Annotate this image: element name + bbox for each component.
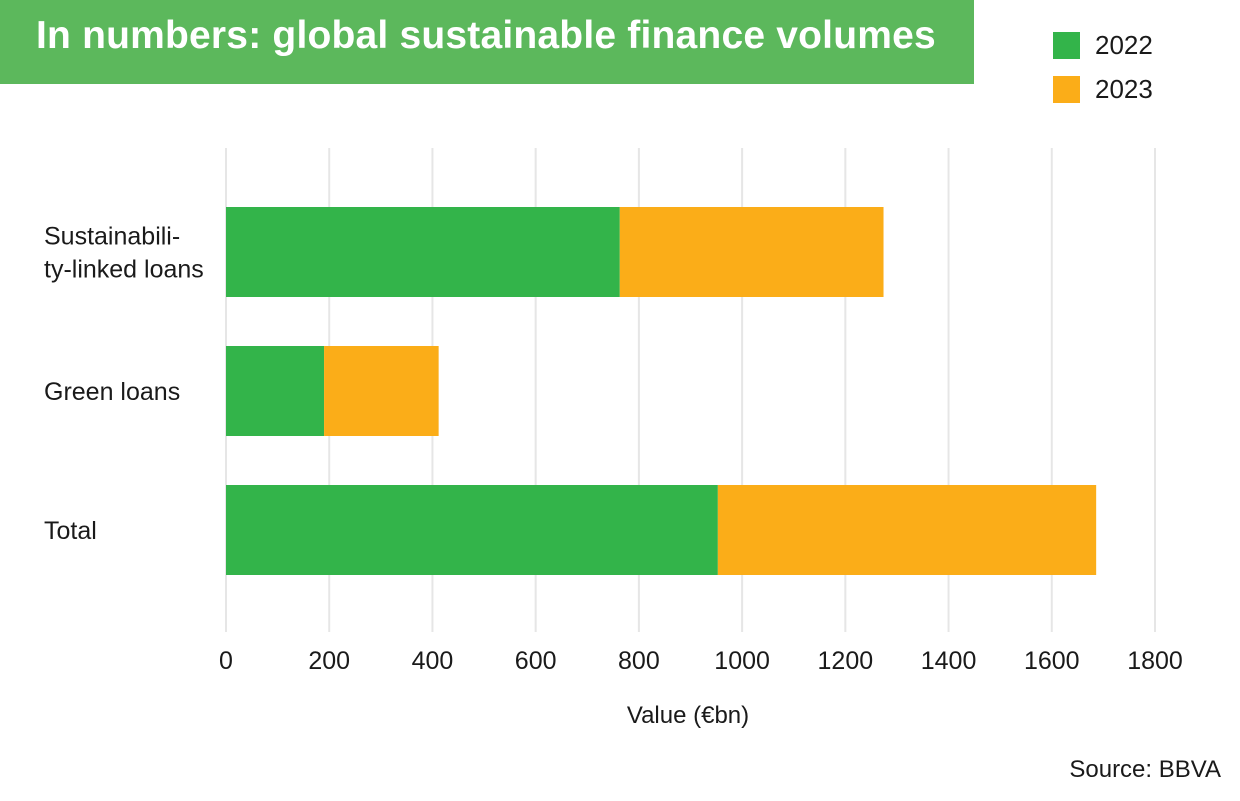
x-tick-label-1200: 1200 — [818, 647, 874, 675]
x-tick-labels: 0 200 400 600 800 1000 1200 1400 1600 1800 — [219, 647, 1183, 675]
x-tick-label-400: 400 — [412, 647, 454, 675]
legend-swatch-2023 — [1053, 75, 1080, 103]
category-label-2: Total — [44, 517, 97, 545]
legend-swatch-2022 — [1053, 31, 1080, 59]
x-tick-label-1400: 1400 — [921, 647, 977, 675]
bars — [226, 207, 1097, 575]
bar-2023-2 — [717, 485, 1097, 575]
title-banner: In numbers: global sustainable finance v… — [0, 0, 974, 84]
category-label-1: Green loans — [44, 378, 180, 406]
x-axis-title: Value (€bn) — [627, 702, 749, 729]
x-tick-label-0: 0 — [219, 647, 233, 675]
bar-2023-0 — [619, 207, 884, 297]
category-label-0: Sustainabili-ty-linked loans — [44, 223, 204, 284]
legend: 2022 2023 — [1053, 30, 1153, 118]
legend-item-2023: 2023 — [1053, 74, 1153, 104]
chart-title: In numbers: global sustainable finance v… — [36, 14, 936, 57]
x-tick-label-600: 600 — [515, 647, 557, 675]
x-tick-label-200: 200 — [308, 647, 350, 675]
x-tick-label-1800: 1800 — [1127, 647, 1183, 675]
bar-2022-1 — [226, 346, 325, 436]
x-tick-label-800: 800 — [618, 647, 660, 675]
source-note: Source: BBVA — [1069, 756, 1221, 783]
x-tick-label-1600: 1600 — [1024, 647, 1080, 675]
legend-label-2022: 2022 — [1095, 29, 1153, 60]
x-tick-label-1000: 1000 — [714, 647, 770, 675]
bar-2023-1 — [324, 346, 439, 436]
bar-2022-2 — [226, 485, 718, 575]
category-labels: Sustainabili-ty-linked loans Green loans T… — [44, 223, 204, 546]
bar-2022-0 — [226, 207, 620, 297]
legend-item-2022: 2022 — [1053, 30, 1153, 60]
legend-label-2023: 2023 — [1095, 73, 1153, 104]
